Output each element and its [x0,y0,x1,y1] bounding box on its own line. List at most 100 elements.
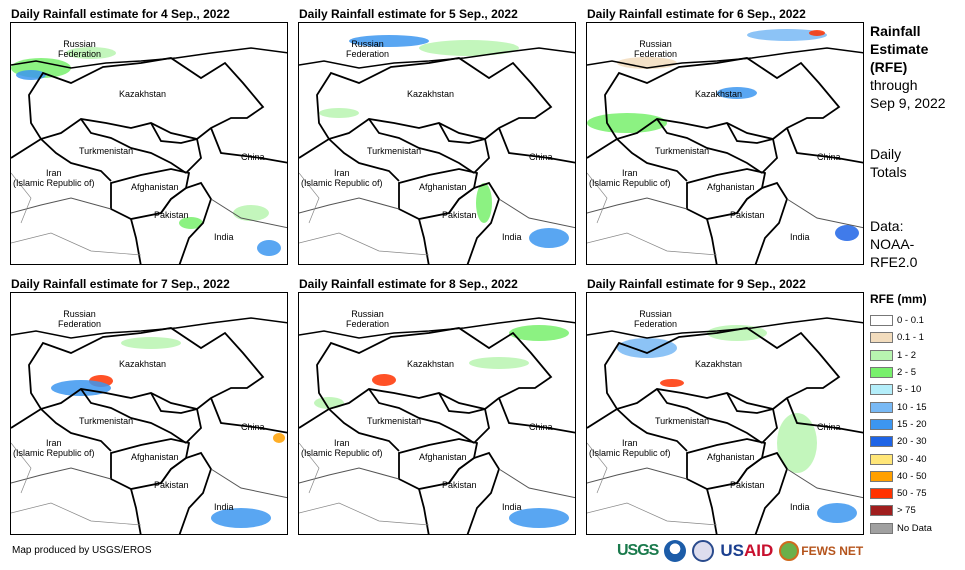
rainfall-area [419,40,519,56]
rainfall-area [51,380,111,396]
legend-item: 0 - 0.1 [870,312,932,329]
legend-label: 40 - 50 [897,470,927,482]
country-label-kazakhstan: Kazakhstan [407,359,455,369]
legend-title: RFE (mm) [870,292,927,306]
country-label-pakistan: Pakistan [442,210,477,220]
country-label-iran: Iran (Islamic Republic of) [13,438,95,458]
rainfall-area [529,228,569,248]
rainfall-area [817,503,857,523]
legend-swatch [870,522,893,534]
rainfall-area [509,325,569,341]
rainfall-area [747,29,827,41]
country-label-iran: Iran (Islamic Republic of) [13,168,95,188]
rainfall-area [257,240,281,256]
legend-label: 15 - 20 [897,418,927,430]
country-label-afghanistan: Afghanistan [707,182,755,192]
rainfall-area [372,374,396,386]
panel-title: Daily Rainfall estimate for 6 Sep., 2022 [587,7,806,21]
rainfall-map: Russian Federation Kazakhstan Turkmenistan C… [298,292,576,535]
legend-swatch [870,332,893,344]
country-label-turkmenistan: Turkmenistan [367,416,422,426]
side-data-source: Data: NOAA- RFE2.0 [870,218,918,270]
legend-item: > 75 [870,502,932,519]
rainfall-map: Russian Federation Kazakhstan Turkmenistan C… [586,292,864,535]
legend-item: 5 - 10 [870,381,932,398]
panel-title: Daily Rainfall estimate for 9 Sep., 2022 [587,277,806,291]
rainfall-area [509,508,569,528]
legend-label: 0 - 0.1 [897,315,924,327]
country-label-turkmenistan: Turkmenistan [79,146,134,156]
legend-swatch [870,349,893,361]
country-label-india: India [502,502,522,512]
legend-swatch [870,436,893,448]
country-label-russia: Russian Federation [346,309,390,329]
legend-label: 20 - 30 [897,436,927,448]
rainfall-area [211,508,271,528]
rainfall-area [717,87,757,99]
legend-item: 20 - 30 [870,433,932,450]
country-label-india: India [790,232,810,242]
rainfall-area [273,433,285,443]
legend-item: 0.1 - 1 [870,329,932,346]
legend-item: 2 - 5 [870,364,932,381]
panel-title: Daily Rainfall estimate for 4 Sep., 2022 [11,7,230,21]
country-label-afghanistan: Afghanistan [131,182,179,192]
rainfall-area [617,338,677,358]
credit: Map produced by USGS/EROS [12,545,152,556]
country-label-kazakhstan: Kazakhstan [695,89,743,99]
country-label-pakistan: Pakistan [154,210,189,220]
rainfall-area [314,397,344,409]
fews-net-logo: FEWS NET [779,541,863,561]
rainfall-area [121,337,181,349]
legend-label: 0.1 - 1 [897,332,924,344]
panel-title: Daily Rainfall estimate for 5 Sep., 2022 [299,7,518,21]
country-label-china: China [529,152,553,162]
country-label-pakistan: Pakistan [730,480,765,490]
country-label-russia: Russian Federation [634,39,678,59]
country-label-russia: Russian Federation [346,39,390,59]
legend-item: 10 - 15 [870,398,932,415]
rainfall-area [66,47,116,59]
country-label-iran: Iran (Islamic Republic of) [301,438,383,458]
panel-title: Daily Rainfall estimate for 8 Sep., 2022 [299,277,518,291]
rainfall-map: Russian Federation Kazakhstan Turkmenistan C… [298,22,576,265]
legend-label: 1 - 2 [897,349,917,361]
legend-swatch [870,384,893,396]
legend-swatch [870,367,893,379]
country-label-china: China [817,422,841,432]
country-label-kazakhstan: Kazakhstan [119,89,167,99]
panel-title: Daily Rainfall estimate for 7 Sep., 2022 [11,277,230,291]
rainfall-area [777,413,817,473]
country-label-india: India [214,232,234,242]
country-label-afghanistan: Afghanistan [419,452,467,462]
country-label-turkmenistan: Turkmenistan [367,146,422,156]
country-label-kazakhstan: Kazakhstan [119,359,167,369]
legend-label: 2 - 5 [897,367,917,379]
rainfall-area [476,183,492,223]
rainfall-area [660,379,684,387]
rainfall-area [809,30,825,36]
logos: USGS USAID FEWS NET [617,540,863,562]
rainfall-map: Russian Federation Kazakhstan Turkmenistan C… [10,292,288,535]
legend-label: No Data [897,522,932,534]
legend-label: 10 - 15 [897,401,927,413]
legend-swatch [870,401,893,413]
legend-label: > 75 [897,505,916,517]
legend-label: 30 - 40 [897,453,927,465]
rainfall-area [707,325,767,341]
country-label-russia: Russian Federation [58,309,102,329]
country-label-turkmenistan: Turkmenistan [79,416,134,426]
country-label-china: China [241,422,265,432]
legend-swatch [870,505,893,517]
side-daily-totals: Daily Totals [870,146,907,180]
rainfall-area [835,225,859,241]
country-label-india: India [214,502,234,512]
country-label-pakistan: Pakistan [442,480,477,490]
country-label-kazakhstan: Kazakhstan [407,89,455,99]
legend-label: 50 - 75 [897,488,927,500]
legend-swatch [870,453,893,465]
country-label-pakistan: Pakistan [154,480,189,490]
country-label-iran: Iran (Islamic Republic of) [589,168,671,188]
legend-swatch [870,470,893,482]
country-label-afghanistan: Afghanistan [707,452,755,462]
